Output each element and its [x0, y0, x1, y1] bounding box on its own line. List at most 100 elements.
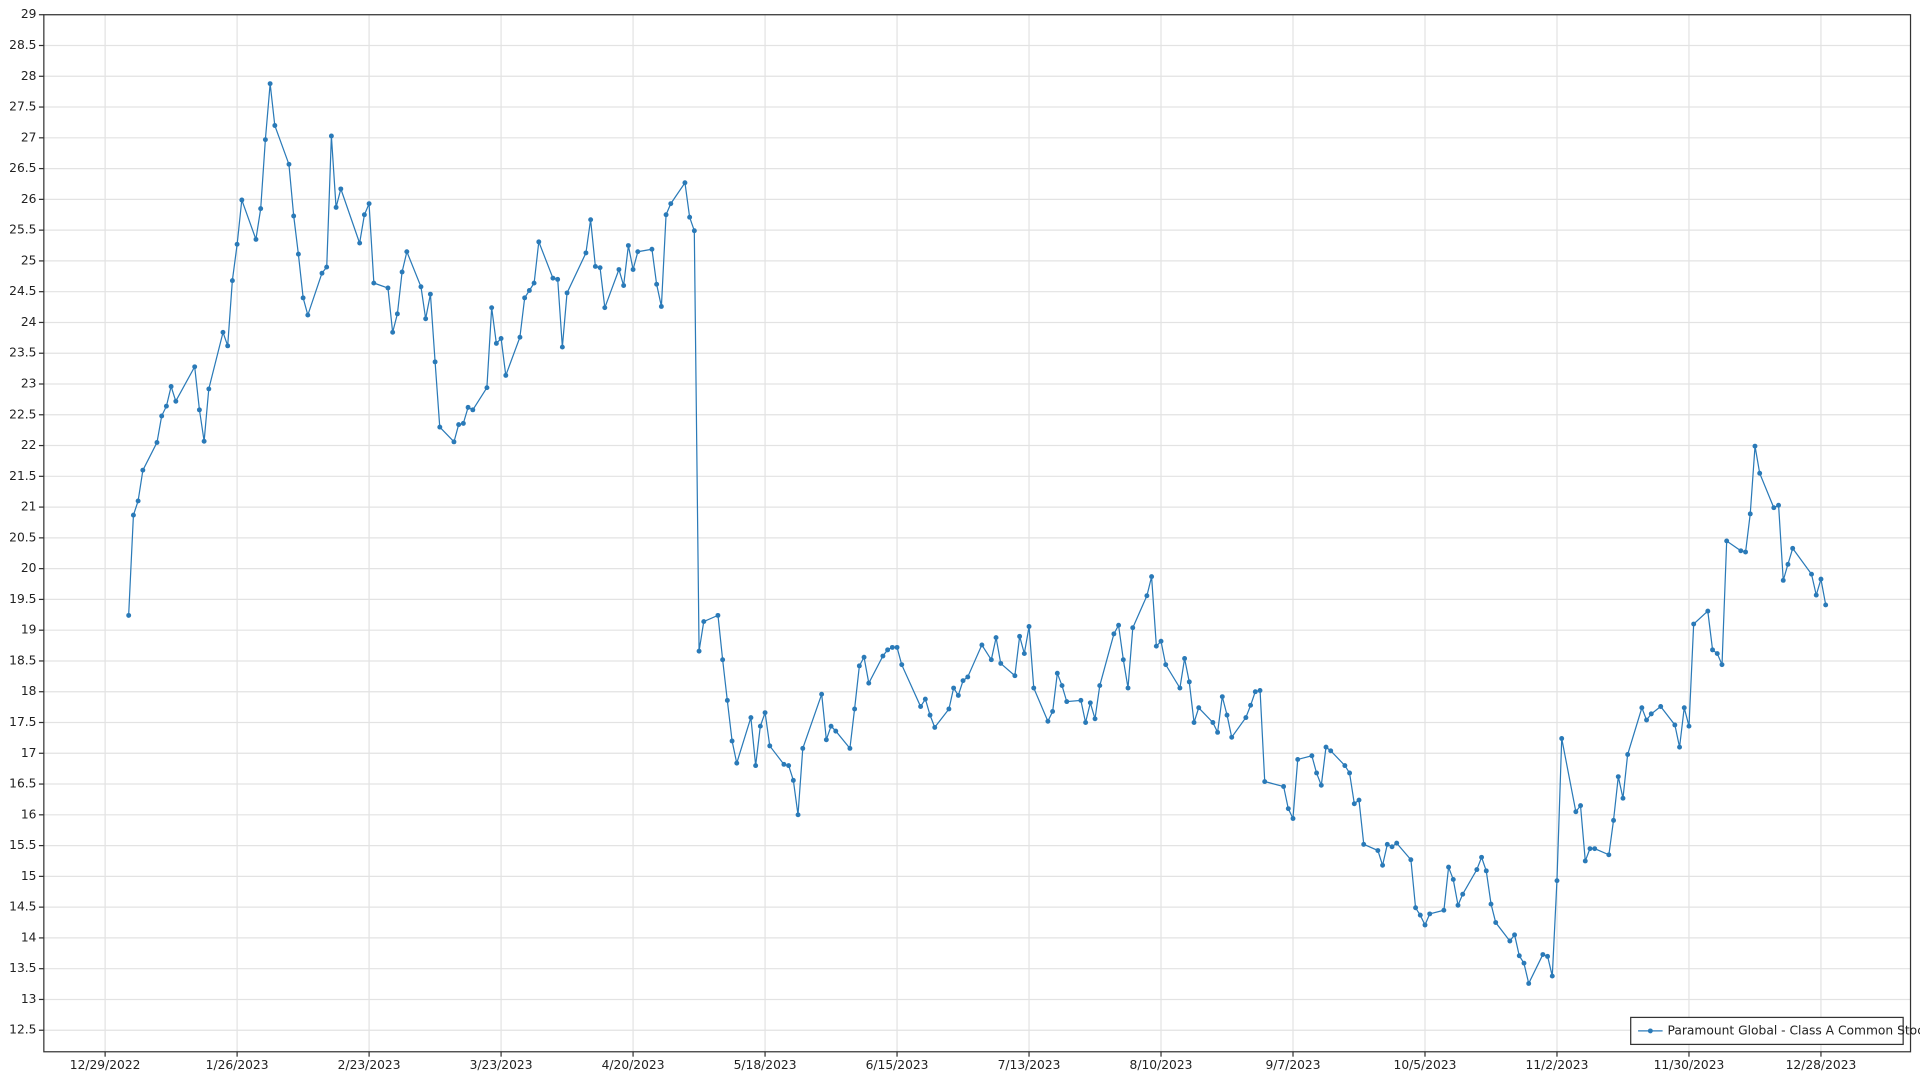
- data-point: [135, 498, 141, 504]
- data-point: [701, 619, 707, 625]
- data-point: [1710, 647, 1715, 653]
- data-point: [757, 723, 763, 729]
- data-point: [559, 344, 565, 350]
- data-point: [460, 420, 466, 426]
- data-point: [371, 280, 377, 286]
- data-point: [922, 696, 928, 702]
- data-point: [1054, 670, 1060, 676]
- y-tick-label: 21: [21, 500, 37, 514]
- data-point: [1130, 625, 1136, 631]
- data-point: [1153, 643, 1159, 649]
- y-tick-label: 17.5: [9, 715, 36, 729]
- data-point: [1356, 797, 1362, 803]
- data-point: [1776, 502, 1781, 508]
- data-point: [621, 283, 627, 288]
- data-point: [1757, 470, 1763, 476]
- x-tick-label: 1/26/2023: [206, 1058, 269, 1072]
- y-tick-label: 27.5: [9, 100, 36, 114]
- data-point: [1672, 722, 1678, 728]
- data-point: [130, 512, 136, 518]
- data-point: [1021, 651, 1027, 657]
- data-point: [1677, 744, 1682, 750]
- data-point: [1026, 624, 1032, 629]
- data-point: [583, 250, 589, 256]
- data-point: [1488, 901, 1494, 907]
- data-point: [1413, 905, 1419, 911]
- data-point: [305, 312, 311, 318]
- y-tick-label: 26.5: [9, 161, 36, 175]
- data-point: [715, 612, 721, 618]
- data-point: [955, 692, 961, 698]
- data-point: [140, 467, 146, 473]
- data-point: [819, 691, 825, 697]
- data-point: [1743, 549, 1748, 555]
- data-point: [1422, 922, 1428, 928]
- data-point: [951, 685, 957, 691]
- data-point: [1809, 571, 1814, 577]
- data-point: [564, 290, 570, 296]
- data-point: [767, 743, 773, 749]
- data-point: [536, 239, 542, 245]
- data-point: [220, 329, 226, 335]
- data-point: [192, 364, 198, 370]
- data-point: [1290, 816, 1296, 821]
- y-tick-label: 26: [21, 192, 37, 206]
- data-point: [658, 303, 664, 309]
- data-point: [234, 241, 240, 247]
- data-point: [979, 642, 985, 648]
- data-point: [1215, 729, 1221, 735]
- x-tick-label: 9/7/2023: [1265, 1058, 1320, 1072]
- y-tick-label: 27: [21, 130, 37, 144]
- x-tick-label: 3/23/2023: [470, 1058, 533, 1072]
- data-point: [1559, 736, 1565, 741]
- data-point: [225, 343, 231, 349]
- y-tick-label: 23.5: [9, 346, 36, 360]
- data-point: [465, 404, 471, 410]
- data-point: [522, 295, 528, 301]
- data-point: [1549, 973, 1555, 979]
- y-tick-label: 28.5: [9, 38, 36, 52]
- data-point: [649, 246, 655, 252]
- data-point: [1823, 602, 1829, 608]
- data-point: [1724, 538, 1730, 544]
- data-point: [1116, 622, 1122, 628]
- data-point: [993, 635, 999, 641]
- data-point: [1681, 705, 1687, 711]
- data-point: [1417, 912, 1423, 918]
- data-point: [1516, 953, 1522, 959]
- data-point: [1144, 593, 1150, 599]
- data-point: [253, 236, 259, 242]
- data-point: [1078, 697, 1084, 703]
- data-point: [1813, 592, 1819, 598]
- data-point: [163, 403, 169, 409]
- data-point: [625, 243, 631, 248]
- data-point: [1323, 744, 1329, 750]
- data-point: [1017, 633, 1023, 639]
- data-point: [1224, 712, 1230, 718]
- data-point: [300, 295, 306, 301]
- data-point: [498, 336, 504, 341]
- data-point: [159, 413, 165, 419]
- data-point: [1582, 858, 1588, 864]
- y-tick-label: 21.5: [9, 469, 36, 483]
- data-point: [437, 424, 443, 430]
- data-point: [965, 674, 971, 680]
- y-tick-label: 14.5: [9, 900, 36, 914]
- x-tick-label: 10/5/2023: [1394, 1058, 1457, 1072]
- data-point: [366, 201, 372, 207]
- legend-label: Paramount Global - Class A Common Stock: [1668, 1023, 1920, 1037]
- data-point: [1097, 683, 1103, 689]
- data-point: [432, 359, 438, 365]
- data-point: [1446, 864, 1452, 870]
- y-tick-label: 18.5: [9, 653, 36, 667]
- data-point: [126, 612, 132, 618]
- y-tick-label: 28: [21, 69, 37, 83]
- data-point: [1450, 876, 1456, 882]
- data-point: [918, 704, 924, 709]
- y-tick-label: 19: [21, 623, 37, 637]
- data-point: [1587, 846, 1593, 852]
- y-tick-label: 15.5: [9, 838, 36, 852]
- data-point: [550, 275, 556, 281]
- data-point: [828, 723, 834, 729]
